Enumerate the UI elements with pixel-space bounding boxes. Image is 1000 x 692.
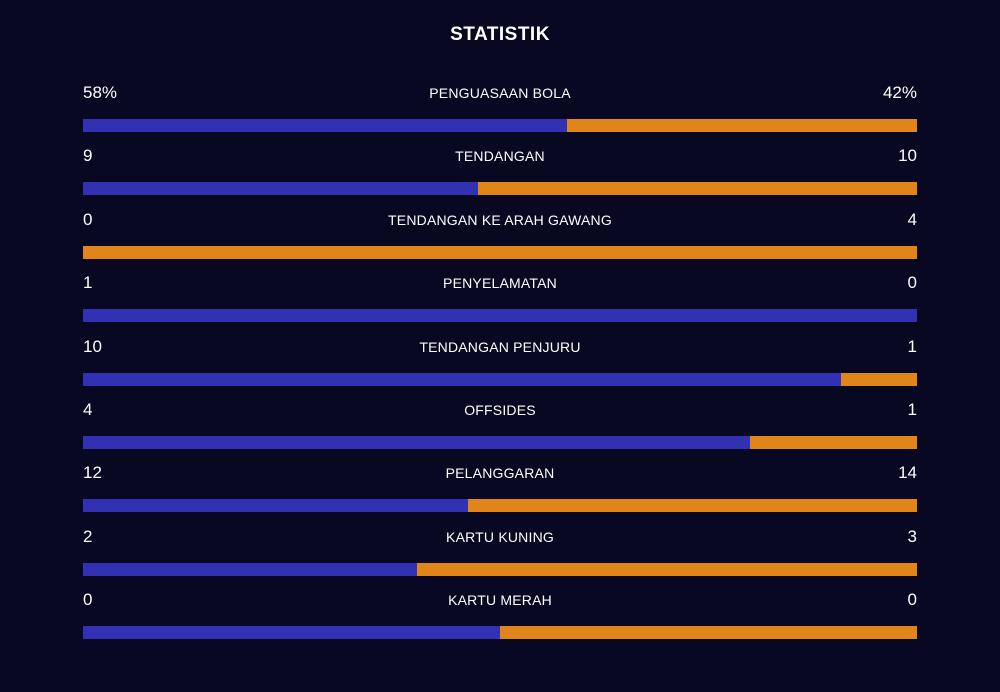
home-value: 0 — [83, 590, 93, 610]
away-value: 1 — [907, 336, 917, 356]
stat-label: TENDANGAN — [455, 148, 545, 165]
home-value: 9 — [83, 146, 93, 166]
home-bar — [83, 499, 469, 513]
home-bar — [83, 372, 842, 386]
stats-list: 58% PENGUASAAN BOLA 42% 9 TENDANGAN 10 0… — [83, 80, 917, 651]
away-bar — [566, 119, 917, 132]
home-bar — [83, 309, 917, 323]
stats-title: STATISTIK — [450, 24, 550, 45]
away-bar — [841, 372, 917, 386]
home-value: 0 — [83, 209, 93, 229]
stat-row-fouls: 12 PELANGGARAN 14 — [83, 460, 917, 523]
stat-comparison-bar — [83, 562, 917, 576]
home-bar — [83, 182, 479, 196]
home-value: 12 — [83, 463, 102, 483]
home-value: 2 — [83, 526, 93, 546]
stat-comparison-bar — [83, 245, 917, 259]
home-value: 1 — [83, 273, 93, 293]
away-value: 14 — [898, 463, 917, 483]
stat-label: PELANGGARAN — [445, 465, 555, 482]
away-value: 42% — [882, 83, 917, 102]
home-bar — [83, 435, 751, 449]
home-value: 4 — [83, 399, 93, 419]
stat-row-yellow-cards: 2 KARTU KUNING 3 — [83, 524, 917, 587]
away-value: 1 — [907, 399, 917, 419]
stat-row-ball-possession: 58% PENGUASAAN BOLA 42% — [83, 80, 917, 143]
home-bar — [83, 119, 567, 132]
stat-row-offsides: 4 OFFSIDES 1 — [83, 397, 917, 460]
home-bar — [83, 626, 500, 640]
stat-label: TENDANGAN KE ARAH GAWANG — [388, 211, 612, 228]
stat-label: TENDANGAN PENJURU — [419, 338, 581, 355]
away-value: 0 — [907, 273, 917, 293]
away-value: 3 — [907, 526, 917, 546]
stat-label: OFFSIDES — [464, 401, 536, 418]
stat-label: KARTU MERAH — [448, 592, 552, 609]
away-bar — [83, 245, 917, 259]
stat-comparison-bar — [83, 309, 917, 323]
away-value: 0 — [907, 590, 917, 610]
stat-comparison-bar — [83, 119, 917, 132]
home-bar — [83, 562, 417, 576]
stat-row-saves: 1 PENYELAMATAN 0 — [83, 270, 917, 333]
stat-label: PENYELAMATAN — [443, 275, 557, 292]
away-value: 4 — [907, 209, 917, 229]
stat-comparison-bar — [83, 626, 917, 640]
stat-label: PENGUASAAN BOLA — [429, 85, 571, 101]
home-value: 10 — [83, 336, 102, 356]
stat-comparison-bar — [83, 182, 917, 196]
away-bar — [478, 182, 917, 196]
away-bar — [416, 562, 917, 576]
away-bar — [468, 499, 917, 513]
stat-label: KARTU KUNING — [446, 528, 554, 545]
away-bar — [750, 435, 917, 449]
stat-row-corners: 10 TENDANGAN PENJURU 1 — [83, 334, 917, 397]
stat-row-shots: 9 TENDANGAN 10 — [83, 143, 917, 206]
home-value: 58% — [83, 83, 118, 102]
stat-comparison-bar — [83, 499, 917, 513]
stat-row-shots-on-target: 0 TENDANGAN KE ARAH GAWANG 4 — [83, 207, 917, 270]
away-value: 10 — [898, 146, 917, 166]
stat-row-red-cards: 0 KARTU MERAH 0 — [83, 587, 917, 650]
away-bar — [500, 626, 917, 640]
stat-comparison-bar — [83, 435, 917, 449]
stat-comparison-bar — [83, 372, 917, 386]
